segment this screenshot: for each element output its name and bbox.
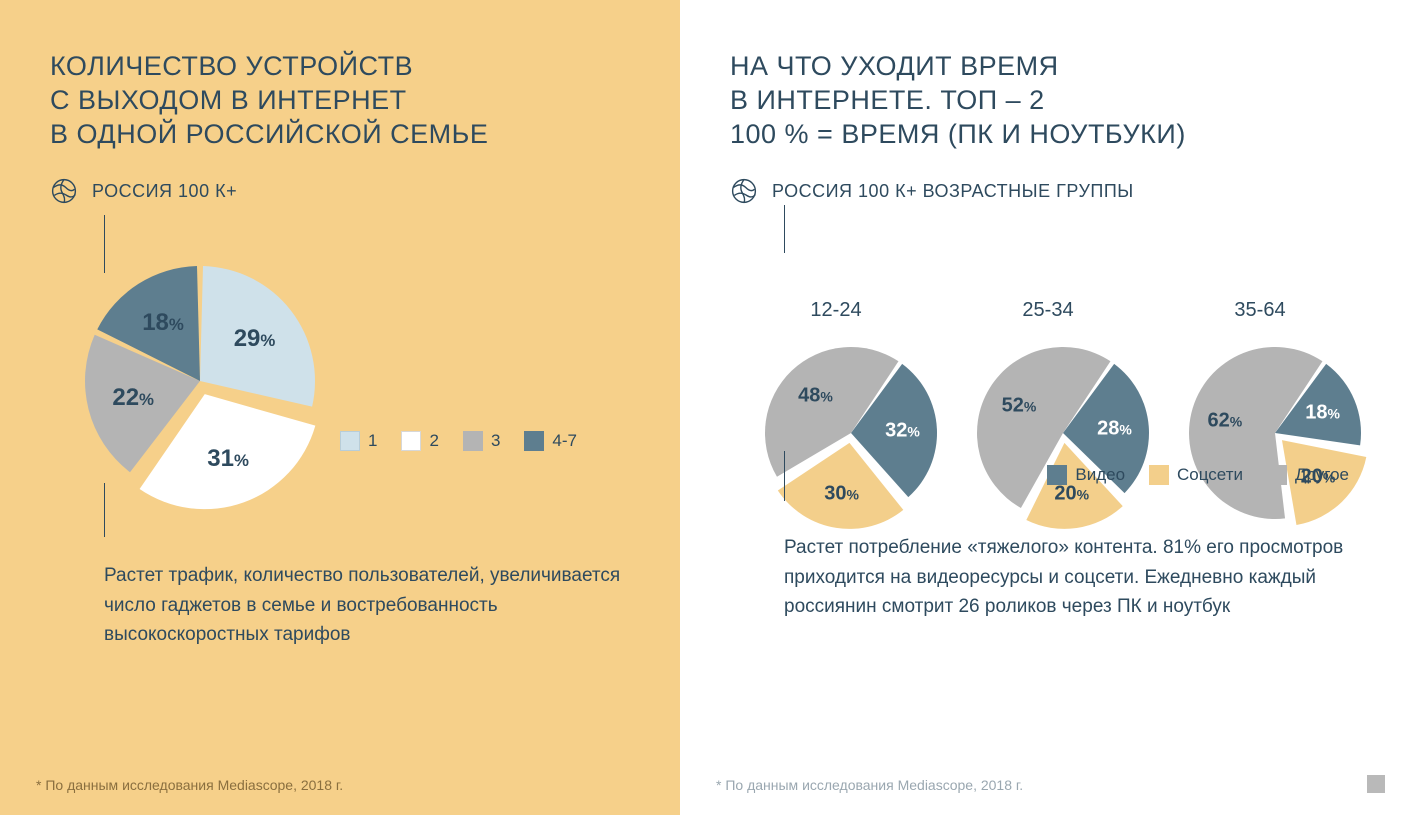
pie-slice-label: 52%: [1002, 395, 1037, 418]
right-chart-area: 12-2432%30%48%25-3428%20%52%35-6418%20%6…: [730, 205, 1359, 505]
time-legend: Видео Соцсети Другое: [1047, 465, 1349, 485]
right-subhead-text: РОССИЯ 100 К+ ВОЗРАСТНЫЕ ГРУППЫ: [772, 181, 1134, 202]
pie-slice-label: 20%: [1054, 483, 1089, 506]
left-subhead-text: РОССИЯ 100 К+: [92, 181, 237, 202]
tick-line-bottom: [104, 483, 105, 537]
age-group-label: 12-24: [810, 299, 861, 322]
page-marker: [1367, 775, 1385, 793]
legend-label: 4-7: [552, 431, 577, 451]
legend-item: 4-7: [524, 431, 577, 451]
right-panel: НА ЧТО УХОДИТ ВРЕМЯ В ИНТЕРНЕТЕ. ТОП – 2…: [680, 0, 1409, 815]
legend-item: 2: [401, 431, 438, 451]
legend-swatch: [463, 431, 483, 451]
legend-item: 3: [463, 431, 500, 451]
left-title: КОЛИЧЕСТВО УСТРОЙСТВ С ВЫХОДОМ В ИНТЕРНЕ…: [50, 50, 630, 151]
pie-slice-label: 62%: [1207, 410, 1242, 433]
legend-label: 2: [429, 431, 438, 451]
left-body-text: Растет трафик, количество пользователей,…: [104, 561, 630, 649]
legend-swatch: [340, 431, 360, 451]
legend-label: Другое: [1295, 465, 1349, 485]
left-panel: КОЛИЧЕСТВО УСТРОЙСТВ С ВЫХОДОМ В ИНТЕРНЕ…: [0, 0, 680, 815]
pie-slice-label: 22%: [112, 384, 154, 412]
age-group-label: 25-34: [1022, 299, 1073, 322]
right-subhead: РОССИЯ 100 К+ ВОЗРАСТНЫЕ ГРУППЫ: [730, 177, 1359, 205]
pie-slice-label: 48%: [798, 384, 833, 407]
legend-label: 1: [368, 431, 377, 451]
left-chart-area: 29% 31% 22% 18% 1 2 3 4-7: [50, 215, 630, 515]
left-subhead: РОССИЯ 100 К+: [50, 177, 630, 205]
pie-slice-label: 18%: [1305, 402, 1340, 425]
right-body-text: Растет потребление «тяжелого» контента. …: [784, 533, 1359, 621]
tick-line-bottom: [784, 451, 785, 501]
pie-slice-label: 32%: [885, 419, 920, 442]
pie-slice-label: 28%: [1097, 418, 1132, 441]
tick-line-top: [784, 205, 785, 253]
legend-label: 3: [491, 431, 500, 451]
left-footnote: * По данным исследования Mediascope, 201…: [36, 777, 343, 793]
legend-item: Другое: [1267, 465, 1349, 485]
legend-item: Соцсети: [1149, 465, 1243, 485]
legend-label: Соцсети: [1177, 465, 1243, 485]
devices-legend: 1 2 3 4-7: [340, 431, 577, 451]
pie-slice-label: 18%: [142, 309, 184, 337]
right-footnote: * По данным исследования Mediascope, 201…: [716, 777, 1023, 793]
legend-label: Видео: [1075, 465, 1125, 485]
legend-swatch: [1149, 465, 1169, 485]
pie-slice-label: 31%: [207, 445, 249, 473]
devices-pie-chart: 29% 31% 22% 18%: [70, 251, 300, 481]
pie-slice-label: 29%: [234, 325, 276, 353]
age-pie-chart: 32% 30% 48%: [750, 332, 922, 504]
legend-item: 1: [340, 431, 377, 451]
right-title: НА ЧТО УХОДИТ ВРЕМЯ В ИНТЕРНЕТЕ. ТОП – 2…: [730, 50, 1359, 151]
legend-swatch: [524, 431, 544, 451]
globe-icon: [730, 177, 758, 205]
age-group: 12-24 32% 30% 48%: [750, 299, 922, 504]
pie-slice-label: 30%: [824, 483, 859, 506]
globe-icon: [50, 177, 78, 205]
age-group-label: 35-64: [1234, 299, 1285, 322]
legend-swatch: [401, 431, 421, 451]
legend-item: Видео: [1047, 465, 1125, 485]
legend-swatch: [1267, 465, 1287, 485]
legend-swatch: [1047, 465, 1067, 485]
